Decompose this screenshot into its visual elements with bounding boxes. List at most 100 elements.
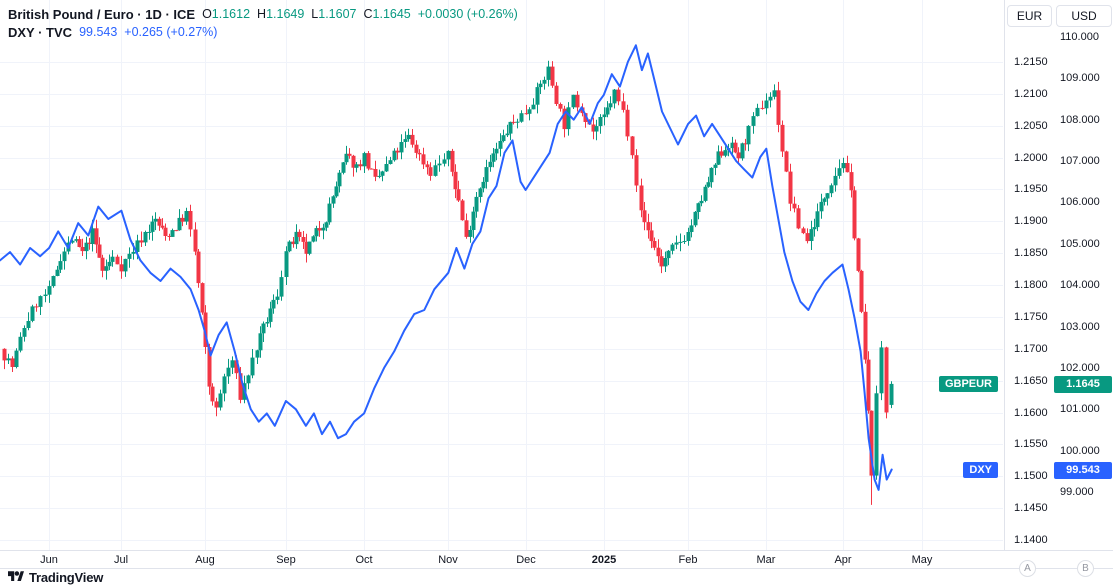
dxy-price-label: 99.543 xyxy=(1054,462,1112,479)
bottom-toolbar: TradingView xyxy=(0,569,1113,585)
candle-body xyxy=(468,230,473,237)
price-scale-panel[interactable]: EUR USD 1.1645 99.543 1.2150 1.2100 1.2050… xyxy=(1004,0,1113,550)
candle-body xyxy=(625,109,630,137)
eur-tick: 1.1750 xyxy=(1014,311,1048,323)
eur-tick: 1.1800 xyxy=(1014,279,1048,291)
candle-body xyxy=(271,299,276,309)
candle-body xyxy=(14,350,19,367)
eur-tick: 1.1950 xyxy=(1014,183,1048,195)
candle-body xyxy=(484,167,489,182)
candle-body xyxy=(591,124,596,132)
time-tick-nov: Nov xyxy=(438,554,458,566)
candle-body xyxy=(494,148,499,154)
time-tick-jul: Jul xyxy=(113,554,129,566)
candle-body xyxy=(26,321,31,328)
candle-body xyxy=(583,113,588,122)
candle-body xyxy=(10,358,15,367)
candle-body xyxy=(527,109,532,114)
dxy-legend-row[interactable]: DXY · TVC 99.543 +0.265 (+0.27%) xyxy=(8,23,518,41)
candle-body xyxy=(699,200,704,204)
candle-body xyxy=(646,222,651,231)
gbpeur-legend-row[interactable]: British Pound / Euro · 1D · ICE O 1.1612 … xyxy=(8,5,518,23)
candle-body xyxy=(515,121,520,123)
candle-body xyxy=(428,167,433,176)
candle-body xyxy=(656,247,661,257)
candle-body xyxy=(542,79,547,84)
candle-body xyxy=(852,190,857,239)
candle-body xyxy=(417,152,422,155)
candle-body xyxy=(780,124,785,152)
candle-body xyxy=(304,241,309,254)
candle-body xyxy=(410,134,415,145)
candle-body xyxy=(879,347,884,394)
candle-body xyxy=(558,104,563,109)
time-tick-feb: Feb xyxy=(678,554,698,566)
candle-body xyxy=(884,347,889,413)
candle-body xyxy=(866,359,871,411)
candle-body xyxy=(70,240,75,243)
candle-body xyxy=(796,208,801,229)
candle-body xyxy=(139,240,144,243)
log-scale-button[interactable]: B xyxy=(1077,560,1094,577)
price-chart[interactable]: British Pound / Euro · 1D · ICE O 1.1612 … xyxy=(0,0,1003,550)
usd-tick: 99.000 xyxy=(1060,486,1094,498)
candle-body xyxy=(630,136,635,156)
candle-body xyxy=(34,306,39,308)
candle-body xyxy=(341,162,346,173)
candle-body xyxy=(388,160,393,164)
usd-tick: 106.000 xyxy=(1060,196,1100,208)
candle-body xyxy=(55,269,60,276)
candle-body xyxy=(535,87,540,105)
candle-body xyxy=(153,218,158,222)
candle-body xyxy=(115,256,120,265)
candle-body xyxy=(203,312,208,347)
candle-body xyxy=(859,270,864,312)
eur-tick: 1.2150 xyxy=(1014,56,1048,68)
time-tick-aug: Aug xyxy=(195,554,215,566)
candle-body xyxy=(652,241,657,248)
candle-body xyxy=(849,172,854,191)
candle-body xyxy=(214,401,219,408)
dxy-ticker-badge[interactable]: DXY xyxy=(963,462,998,478)
candle-body xyxy=(498,141,503,149)
candle-body xyxy=(347,153,352,156)
eur-tick: 1.1600 xyxy=(1014,407,1048,419)
candle-body xyxy=(222,376,227,394)
candle-body xyxy=(805,233,810,242)
candle-body xyxy=(433,165,438,176)
candle-body xyxy=(38,296,43,307)
candle-body xyxy=(453,171,458,190)
eur-tick: 1.1650 xyxy=(1014,375,1048,387)
candle-body xyxy=(104,266,109,271)
candle-body xyxy=(501,135,506,141)
chart-legend: British Pound / Euro · 1D · ICE O 1.1612 … xyxy=(8,5,518,41)
candle-body xyxy=(491,153,496,162)
candle-body xyxy=(845,163,850,173)
change-value: +0.0030 (+0.26%) xyxy=(417,7,518,21)
candle-body xyxy=(670,244,675,251)
candle-body xyxy=(143,232,148,243)
eur-tick: 1.1550 xyxy=(1014,438,1048,450)
candle-body xyxy=(193,229,198,252)
candle-body xyxy=(642,210,647,223)
candle-body xyxy=(150,221,155,232)
candle-body xyxy=(369,168,374,170)
candle-body xyxy=(177,217,182,231)
candle-body xyxy=(2,348,7,361)
time-axis[interactable]: Jun Jul Aug Sep Oct Nov Dec 2025 Feb Mar Apr May xyxy=(0,550,1113,569)
candle-body xyxy=(110,256,115,262)
candle-body xyxy=(157,218,162,226)
tradingview-logo[interactable]: TradingView xyxy=(8,570,103,585)
time-tick-may: May xyxy=(911,554,933,566)
chart-canvas[interactable] xyxy=(0,0,1003,550)
candle-body xyxy=(425,164,430,168)
candle-body xyxy=(246,375,251,384)
usd-scale-button[interactable]: USD xyxy=(1056,5,1112,27)
gbpeur-ticker-badge[interactable]: GBPEUR xyxy=(938,376,998,392)
candle-body xyxy=(200,283,205,313)
candle-body xyxy=(550,66,555,86)
eur-scale-button[interactable]: EUR xyxy=(1007,5,1052,27)
auto-scale-button[interactable]: A xyxy=(1019,560,1036,577)
candle-body xyxy=(546,66,551,80)
